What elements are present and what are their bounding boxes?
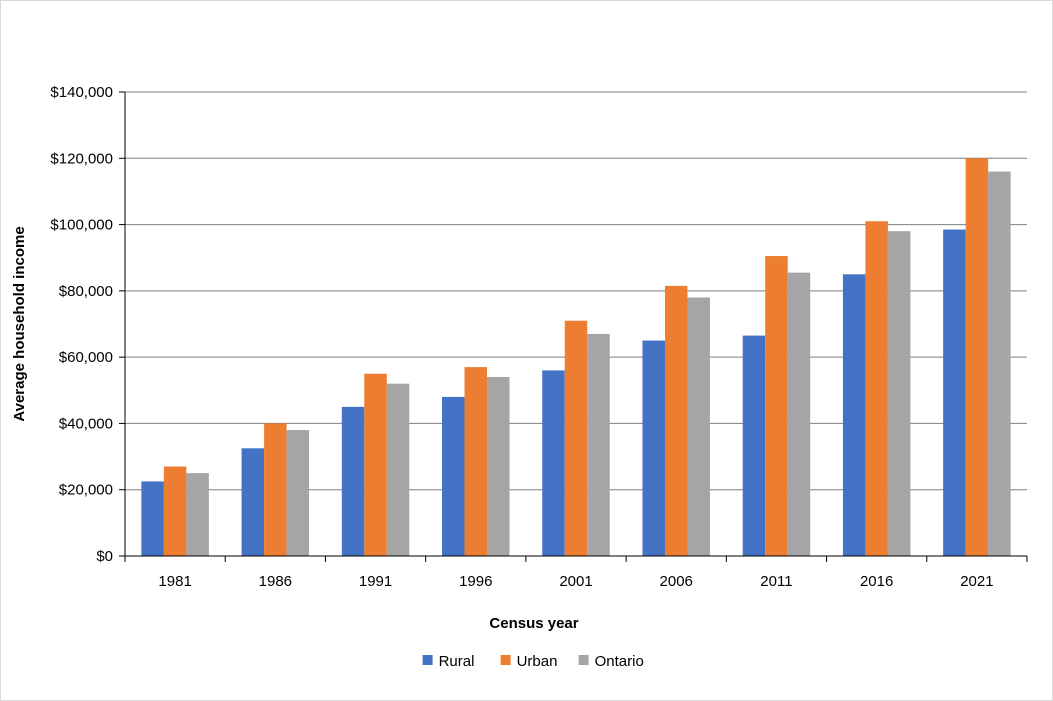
bar-ontario-2001 — [587, 333, 610, 556]
bar-rural-2011 — [742, 335, 766, 556]
bar-rural-2001 — [542, 370, 565, 556]
bar-urban-2006 — [664, 285, 688, 556]
bar-rural-2021 — [943, 229, 966, 557]
legend-swatch-ontario — [578, 655, 589, 665]
legend-swatch-urban — [500, 655, 511, 665]
bar-rural-2006 — [642, 340, 665, 556]
bar-ontario-2006 — [687, 297, 710, 556]
y-tick-label: $120,000 — [50, 150, 113, 167]
y-tick-label: $0 — [96, 548, 113, 565]
y-tick-label: $80,000 — [59, 283, 113, 300]
bar-urban-2021 — [965, 158, 989, 557]
y-tick-label: $100,000 — [50, 217, 113, 234]
x-tick-label: 1996 — [459, 573, 492, 590]
bar-urban-1996 — [464, 367, 488, 556]
x-tick-label: 2011 — [760, 573, 792, 590]
x-axis-title: Census year — [489, 615, 578, 632]
y-tick-label: $40,000 — [59, 415, 113, 432]
bar-urban-2011 — [765, 256, 788, 556]
x-tick-label: 2001 — [559, 573, 592, 590]
legend-label-ontario: Ontario — [595, 653, 644, 670]
bar-urban-2001 — [564, 320, 588, 556]
axes: $0 $20,000 $40,000 $60,000 $80,000 $100,000 $1… — [50, 84, 1028, 590]
bar-rural-1991 — [341, 406, 365, 556]
bar-ontario-1981 — [186, 473, 209, 556]
x-tick-label: 2016 — [860, 573, 893, 590]
y-tick-label: $20,000 — [59, 482, 113, 499]
y-axis-title: Average household income — [11, 226, 28, 421]
x-tick-label: 1986 — [259, 573, 292, 590]
bar-rural-2016 — [842, 274, 866, 556]
bar-ontario-2011 — [787, 272, 811, 556]
bar-rural-1996 — [442, 396, 465, 556]
legend: Rural Urban Ontario — [422, 653, 644, 670]
x-tick-label: 2021 — [960, 573, 993, 590]
bar-ontario-1986 — [286, 430, 310, 556]
legend-label-urban: Urban — [517, 653, 558, 670]
x-tick-label: 1991 — [359, 573, 392, 590]
x-tick-label: 1981 — [158, 573, 191, 590]
bars — [141, 158, 1011, 557]
bar-urban-1986 — [264, 423, 287, 556]
bar-urban-1991 — [364, 373, 387, 556]
bar-rural-1981 — [141, 481, 164, 556]
x-tick-label: 2006 — [660, 573, 693, 590]
y-tick-label: $60,000 — [59, 349, 113, 366]
y-tick-label: $140,000 — [50, 84, 113, 101]
bar-ontario-1991 — [386, 383, 410, 556]
bar-urban-1981 — [163, 466, 187, 556]
legend-label-rural: Rural — [439, 653, 475, 670]
bar-ontario-1996 — [487, 377, 510, 556]
bar-rural-1986 — [241, 448, 265, 556]
bar-urban-2016 — [865, 221, 888, 556]
bar-ontario-2021 — [988, 171, 1011, 557]
bar-ontario-2016 — [887, 231, 911, 556]
legend-swatch-rural — [422, 655, 433, 665]
